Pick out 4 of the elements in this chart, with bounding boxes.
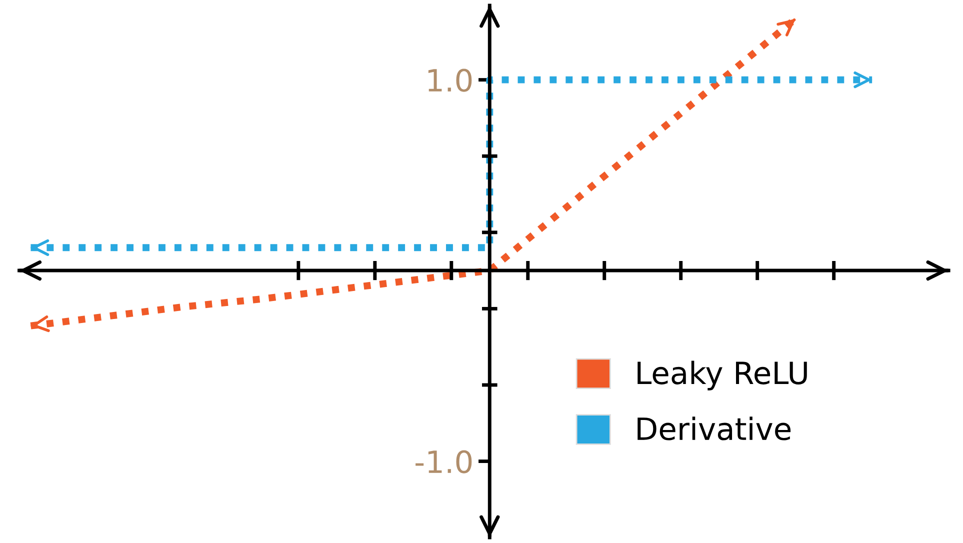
legend-label: Derivative [638, 416, 791, 440]
y-tick-label: 1.0 [428, 68, 472, 92]
y-tick-label: -1.0 [416, 450, 472, 474]
legend-label: Leaky ReLU [638, 360, 807, 390]
